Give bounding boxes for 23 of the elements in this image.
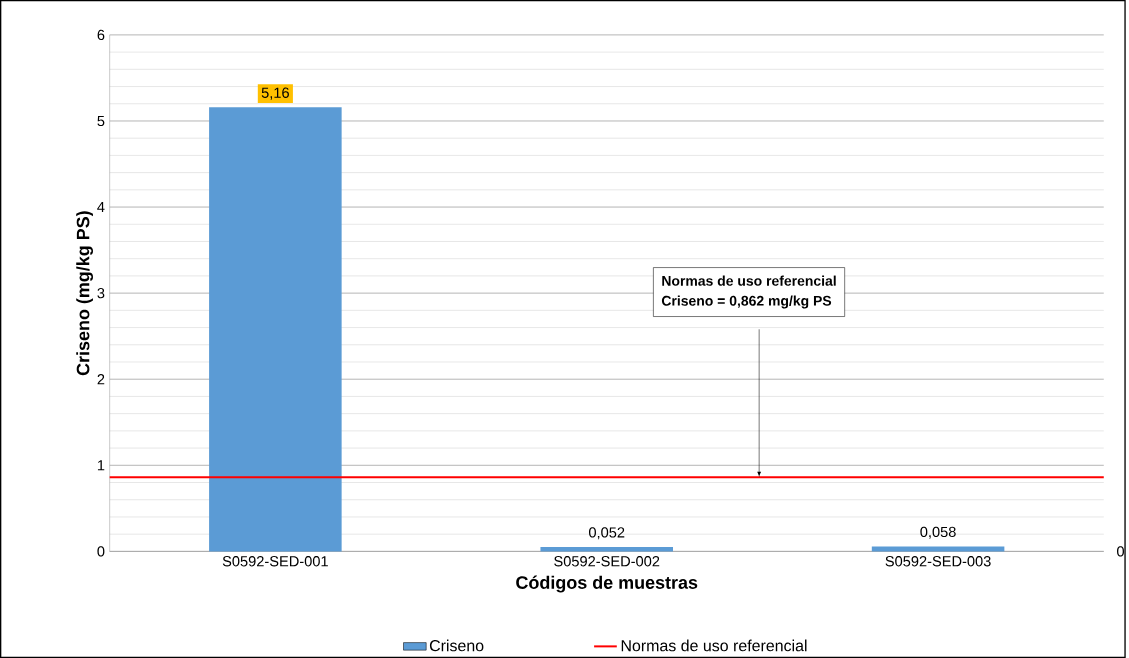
y-tick-label: 1 xyxy=(97,460,105,471)
y-tick-label: 5 xyxy=(97,115,105,126)
y-tick-label: 2 xyxy=(97,373,105,385)
annotation: Criseno = 0,862 mg/kg PS xyxy=(661,295,832,309)
x-tick-label: S0592-SED-002 xyxy=(554,555,660,567)
x-tick-label: S0592-SED-003 xyxy=(885,555,991,567)
bar xyxy=(871,546,1005,552)
bar xyxy=(209,106,342,552)
legend-label: Normas de uso referencial xyxy=(621,639,807,652)
x-axis-title: Códigos de muestras xyxy=(516,575,698,593)
y-tick-label: 3 xyxy=(97,287,105,299)
y-tick-label: 4 xyxy=(97,201,105,212)
data-label: 5,16 xyxy=(261,87,289,100)
data-label: 0,052 xyxy=(588,527,625,540)
y-tick-label: 0 xyxy=(97,545,105,557)
x-tick-label: S0592-SED-001 xyxy=(222,555,328,567)
data-label: 0,058 xyxy=(920,526,956,539)
legend-label: Criseno xyxy=(429,639,484,652)
annotation: Normas de uso referencial xyxy=(662,275,836,286)
y-axis-title: Criseno (mg/kg PS) xyxy=(76,211,94,375)
y-tick-label: 6 xyxy=(97,29,105,40)
text: 0 xyxy=(1117,545,1124,557)
bar xyxy=(540,546,673,552)
